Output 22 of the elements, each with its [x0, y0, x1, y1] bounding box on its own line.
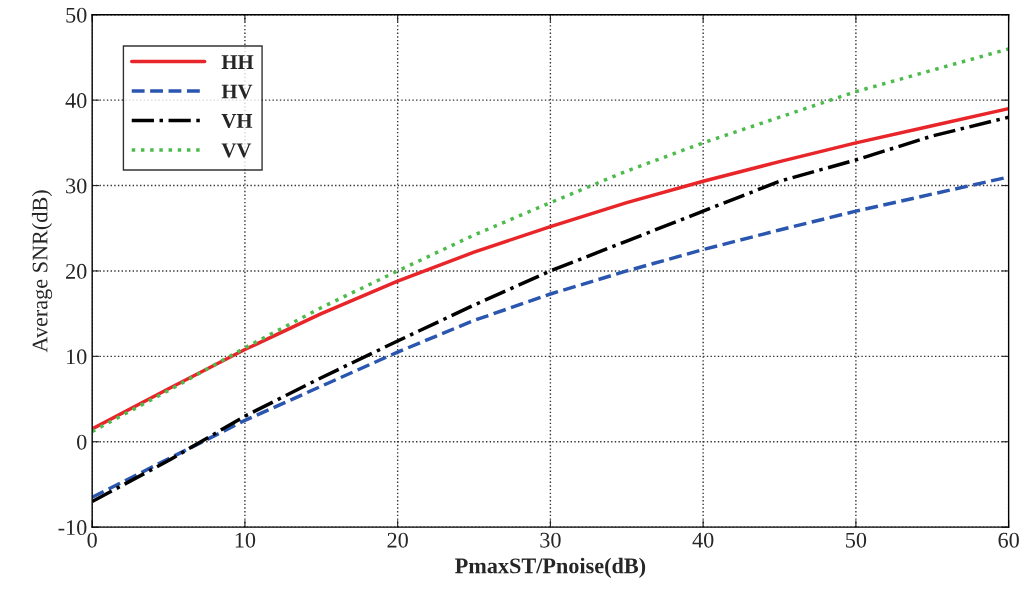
x-tick-label: 10	[235, 532, 256, 548]
y-tick-label: 10	[67, 349, 87, 365]
y-tick-label: 0	[77, 434, 87, 450]
y-tick-label: -10	[58, 520, 87, 536]
x-axis-title: PmaxST/Pnoise(dB)	[455, 557, 646, 578]
y-tick-label: 50	[66, 7, 87, 23]
legend-label: HH	[221, 55, 254, 69]
x-tick-label: 50	[846, 532, 867, 548]
y-tick-label: 40	[65, 93, 87, 109]
x-tick-label: 20	[387, 532, 408, 548]
x-tick-label: 0	[87, 532, 97, 548]
y-tick-label: 20	[66, 263, 87, 279]
legend-label: VV	[221, 143, 252, 158]
x-tick-label: 60	[998, 532, 1019, 548]
legend-label: HV	[221, 84, 253, 99]
y-tick-label: 30	[66, 178, 87, 194]
line-series	[92, 47, 1009, 434]
y-axis-title: Average SNR(dB)	[31, 190, 53, 353]
x-tick-label: 30	[540, 532, 561, 548]
line-series	[92, 106, 1009, 431]
x-tick-label: 40	[692, 532, 714, 548]
legend-label: VH	[221, 114, 253, 129]
